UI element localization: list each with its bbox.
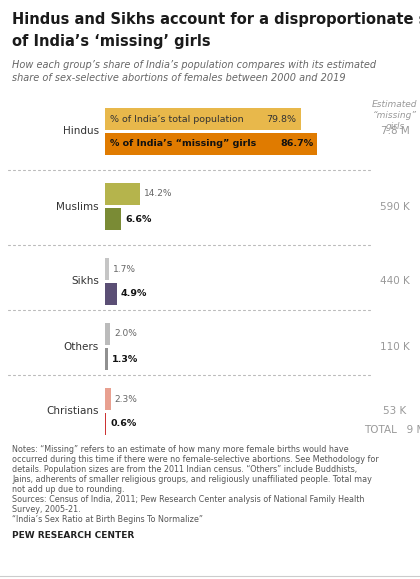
Text: 590 K: 590 K [380,201,410,211]
Text: 1.3%: 1.3% [112,354,139,364]
Text: 4.9%: 4.9% [121,290,147,299]
Text: details. Population sizes are from the 2011 Indian census. “Others” include Budd: details. Population sizes are from the 2… [12,465,357,474]
Text: 2.0%: 2.0% [114,329,137,339]
Text: 14.2%: 14.2% [144,189,172,199]
Text: PEW RESEARCH CENTER: PEW RESEARCH CENTER [12,531,134,540]
Bar [105,413,107,435]
Text: 1.7%: 1.7% [113,265,136,273]
Text: 53 K: 53 K [383,406,407,416]
Text: Others: Others [64,342,99,351]
Text: % of India’s “missing” girls: % of India’s “missing” girls [110,140,256,148]
Text: 2.3%: 2.3% [115,394,137,404]
Text: occurred during this time if there were no female-selective abortions. See Metho: occurred during this time if there were … [12,455,379,464]
Text: 440 K: 440 K [380,277,410,287]
Text: Sikhs: Sikhs [71,277,99,287]
Text: % of India’s total population: % of India’s total population [110,115,244,123]
Text: 86.7%: 86.7% [280,140,313,148]
Text: 110 K: 110 K [380,342,410,351]
Text: not add up due to rounding.: not add up due to rounding. [12,485,124,494]
Bar [105,283,117,305]
Bar [105,348,108,370]
Bar [105,388,110,410]
Text: Notes: “Missing” refers to an estimate of how many more female births would have: Notes: “Missing” refers to an estimate o… [12,445,349,454]
Text: 0.6%: 0.6% [110,420,137,428]
Text: Muslims: Muslims [56,201,99,211]
Text: How each group’s share of India’s population compares with its estimated
share o: How each group’s share of India’s popula… [12,60,376,83]
Text: “India’s Sex Ratio at Birth Begins To Normalize”: “India’s Sex Ratio at Birth Begins To No… [12,515,203,524]
Text: 7.8 M: 7.8 M [381,126,410,137]
Text: Hindus: Hindus [63,126,99,137]
Text: Survey, 2005-21.: Survey, 2005-21. [12,505,81,514]
Bar [105,108,301,130]
Bar [105,258,109,280]
Text: Estimated
“missing”
girls: Estimated “missing” girls [372,100,418,131]
Text: TOTAL   9 M: TOTAL 9 M [364,425,420,435]
Text: Jains, adherents of smaller religious groups, and religiously unaffiliated peopl: Jains, adherents of smaller religious gr… [12,475,372,484]
Text: 79.8%: 79.8% [267,115,297,123]
Bar [105,323,110,345]
Bar [105,183,140,205]
Bar [105,133,318,155]
Bar [105,208,121,230]
Text: Sources: Census of India, 2011; Pew Research Center analysis of National Family : Sources: Census of India, 2011; Pew Rese… [12,495,365,504]
Text: 6.6%: 6.6% [125,214,152,223]
Text: Christians: Christians [47,406,99,416]
Text: of India’s ‘missing’ girls: of India’s ‘missing’ girls [12,34,210,49]
Text: Hindus and Sikhs account for a disproportionate share: Hindus and Sikhs account for a dispropor… [12,12,420,27]
